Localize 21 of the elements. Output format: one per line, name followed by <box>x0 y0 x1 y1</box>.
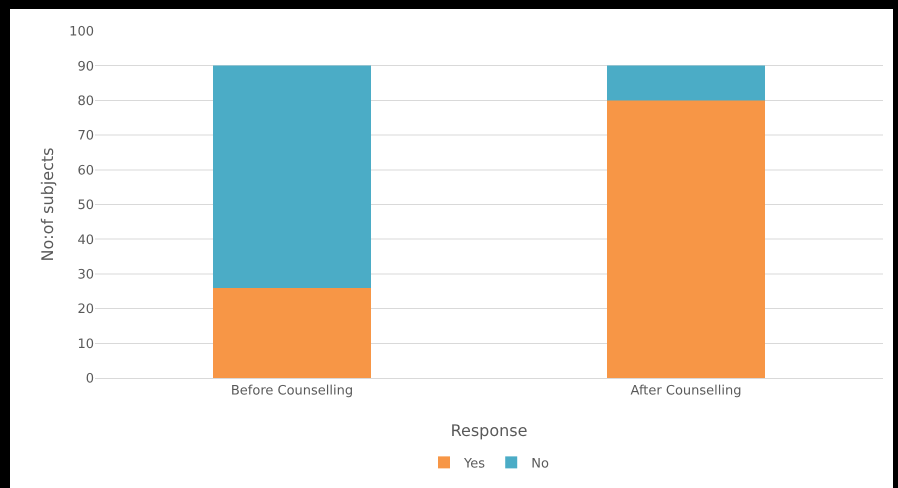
x-tick-label: Before Counselling <box>230 384 354 399</box>
bar <box>607 66 765 100</box>
legend-label: Yes <box>463 456 486 472</box>
y-axis-title: No:of subjects <box>38 148 57 262</box>
x-axis-title: Response <box>450 421 528 440</box>
y-tick-label: 80 <box>77 94 94 109</box>
y-tick-label: 90 <box>77 59 94 74</box>
legend-label: No <box>531 456 549 472</box>
bar <box>213 66 371 288</box>
y-tick-label: 0 <box>86 372 94 387</box>
y-tick-label: 50 <box>77 198 94 214</box>
y-tick-label: 70 <box>77 128 94 144</box>
y-tick-label: 20 <box>77 302 94 318</box>
bar <box>213 288 371 378</box>
y-tick-label: 30 <box>77 267 94 282</box>
x-tick-label: After Counselling <box>630 384 742 399</box>
y-tick-label: 60 <box>77 163 94 178</box>
bar <box>607 100 765 378</box>
y-tick-label: 40 <box>77 232 94 248</box>
y-tick-label: 10 <box>77 336 94 352</box>
y-tick-label: 100 <box>69 24 94 40</box>
